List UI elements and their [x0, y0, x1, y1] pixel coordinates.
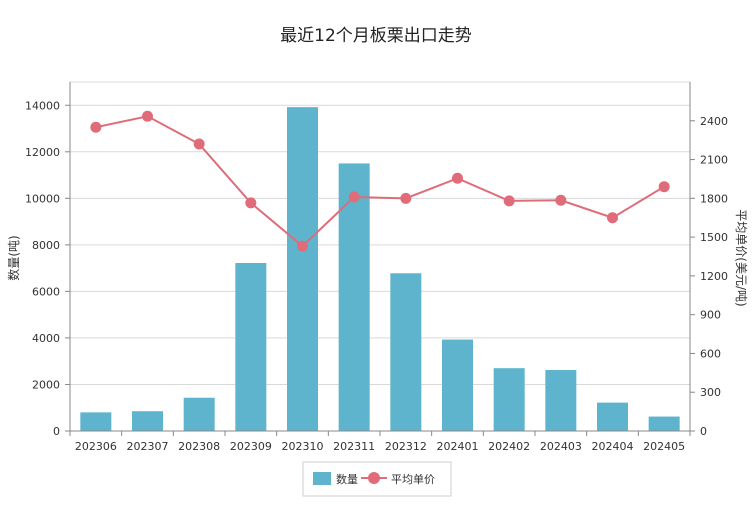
- y-tick-label-left-4000: 4000: [32, 332, 60, 345]
- line-series: [90, 110, 670, 252]
- y-tick-label-right-2400: 2400: [700, 115, 728, 128]
- y-tick-label-left-0: 0: [53, 425, 60, 438]
- x-tick-label-202405: 202405: [643, 440, 685, 453]
- legend-swatch-marker: [368, 472, 380, 484]
- legend-label-line: 平均单价: [391, 473, 435, 486]
- y-tick-label-right-600: 600: [700, 347, 721, 360]
- bar-202403: [545, 370, 577, 431]
- bar-202307: [132, 411, 163, 431]
- y-tick-label-right-2100: 2100: [700, 154, 728, 167]
- bar-202309: [235, 263, 267, 431]
- bar-202405: [648, 416, 680, 431]
- price-line: [95, 115, 665, 248]
- price-point-202403: [555, 194, 567, 206]
- bar-202311: [338, 163, 370, 431]
- tick-labels: 202306 202307 202308 202309 202310 202311 2023…: [25, 99, 728, 453]
- price-point-202311: [348, 191, 360, 203]
- x-tick-label-202307: 202307: [127, 440, 169, 453]
- chart-title: 最近12个月板栗出口走势: [280, 26, 472, 46]
- bar-202312: [390, 273, 422, 431]
- y-tick-label-right-0: 0: [700, 425, 707, 438]
- price-point-202312: [400, 192, 412, 204]
- y-tick-label-left-6000: 6000: [32, 285, 60, 298]
- y-tick-label-left-10000: 10000: [25, 192, 60, 205]
- bar-202308: [183, 397, 215, 431]
- price-point-202309: [245, 197, 257, 209]
- bar-202404: [597, 402, 628, 431]
- price-point-202401: [452, 172, 463, 184]
- x-tick-label-202310: 202310: [282, 440, 324, 453]
- price-point-202402: [503, 195, 515, 207]
- y-tick-label-left-12000: 12000: [25, 146, 60, 159]
- x-tick-label-202306: 202306: [75, 440, 117, 453]
- x-tick-label-202311: 202311: [333, 440, 375, 453]
- x-tick-label-202404: 202404: [592, 440, 634, 453]
- legend-swatch-bars: [313, 472, 331, 485]
- x-tick-label-202309: 202309: [230, 440, 272, 453]
- legend-label-bars: 数量: [336, 473, 358, 486]
- x-tick-label-202312: 202312: [385, 440, 427, 453]
- bar-202306: [80, 412, 112, 431]
- y-tick-label-right-1500: 1500: [700, 231, 728, 244]
- y-axis-title-right: 平均单价(美元/吨): [734, 209, 748, 306]
- bar-series: [80, 107, 680, 432]
- price-point-202306: [90, 121, 102, 133]
- y-tick-label-right-1800: 1800: [700, 192, 728, 205]
- x-tick-label-202403: 202403: [540, 440, 582, 453]
- price-point-202405: [658, 181, 670, 193]
- price-point-202307: [142, 110, 153, 122]
- x-tick-label-202402: 202402: [488, 440, 530, 453]
- price-point-202308: [193, 138, 205, 150]
- legend-frame: [302, 461, 452, 497]
- y-tick-label-right-300: 300: [700, 386, 721, 399]
- price-point-202310: [297, 240, 308, 252]
- bar-202310: [287, 107, 318, 432]
- x-tick-label-202308: 202308: [178, 440, 220, 453]
- y-tick-label-left-8000: 8000: [32, 239, 60, 252]
- gridlines: [70, 81, 690, 385]
- axes: [65, 82, 695, 436]
- y-tick-label-left-14000: 14000: [25, 99, 60, 112]
- bar-202401: [442, 339, 473, 431]
- legend: 数量 平均单价: [302, 461, 452, 497]
- y-tick-label-left-2000: 2000: [32, 378, 60, 391]
- y-tick-label-right-900: 900: [700, 309, 721, 322]
- bar-202402: [493, 368, 525, 431]
- y-tick-label-right-1200: 1200: [700, 270, 728, 283]
- y-axis-title-left: 数量(吨): [6, 235, 21, 280]
- price-point-202404: [607, 212, 618, 224]
- x-tick-label-202401: 202401: [437, 440, 479, 453]
